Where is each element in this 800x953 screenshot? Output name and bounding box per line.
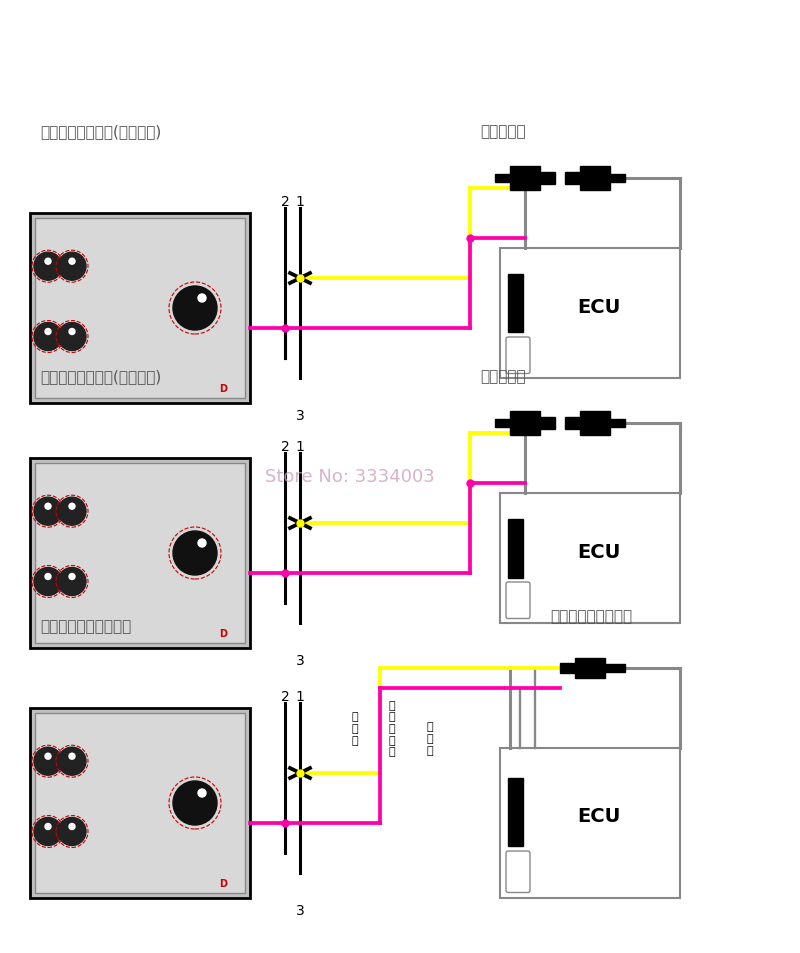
Bar — [500, 748, 680, 898]
Text: D: D — [219, 383, 228, 394]
Circle shape — [34, 497, 62, 526]
Text: 2: 2 — [281, 689, 290, 703]
Bar — [35, 219, 245, 398]
Bar — [580, 167, 610, 191]
Bar — [610, 419, 625, 428]
Bar — [35, 713, 245, 893]
Bar — [580, 412, 610, 436]
Bar — [540, 417, 555, 430]
Circle shape — [34, 568, 62, 596]
Circle shape — [198, 294, 206, 303]
Bar — [510, 167, 540, 191]
Bar — [30, 708, 250, 898]
Text: 3: 3 — [296, 409, 304, 422]
Bar — [540, 172, 555, 185]
Circle shape — [173, 781, 217, 825]
Circle shape — [198, 539, 206, 547]
Circle shape — [58, 568, 86, 596]
Circle shape — [58, 747, 86, 776]
Text: ECU: ECU — [578, 542, 621, 561]
Circle shape — [69, 823, 75, 830]
Bar — [560, 663, 575, 673]
Text: 进气压力传感器插头: 进气压力传感器插头 — [550, 608, 632, 623]
Text: 1: 1 — [295, 194, 305, 209]
Circle shape — [69, 574, 75, 579]
Bar — [30, 213, 250, 403]
Bar — [565, 417, 580, 430]
Circle shape — [58, 323, 86, 351]
Text: 模拟分压信号类传感器: 模拟分压信号类传感器 — [40, 618, 131, 634]
Circle shape — [45, 574, 51, 579]
Bar — [508, 519, 523, 578]
Bar — [495, 174, 510, 183]
FancyBboxPatch shape — [506, 851, 530, 893]
Text: 水温传感器: 水温传感器 — [480, 369, 526, 384]
Circle shape — [173, 532, 217, 576]
Circle shape — [69, 259, 75, 265]
Bar — [565, 172, 580, 185]
Bar — [30, 458, 250, 648]
Bar — [510, 412, 540, 436]
Text: D: D — [219, 628, 228, 639]
Bar — [500, 249, 680, 378]
Text: 1: 1 — [295, 439, 305, 454]
Circle shape — [34, 253, 62, 281]
Text: 1: 1 — [295, 689, 305, 703]
Circle shape — [69, 754, 75, 760]
Bar — [500, 494, 680, 623]
Circle shape — [45, 329, 51, 335]
Text: 2: 2 — [281, 439, 290, 454]
FancyBboxPatch shape — [506, 337, 530, 375]
Text: 接
地
线: 接 地 线 — [352, 712, 358, 745]
Bar — [605, 664, 625, 672]
Text: 模拟温度类传感器(串联解法): 模拟温度类传感器(串联解法) — [40, 369, 162, 384]
Text: 电
源
线: 电 源 线 — [426, 721, 434, 755]
Text: 模拟温度类传感器(并联解法): 模拟温度类传感器(并联解法) — [40, 124, 162, 139]
Circle shape — [45, 259, 51, 265]
Text: 3: 3 — [296, 903, 304, 917]
Text: 水温传感器: 水温传感器 — [480, 124, 526, 139]
Circle shape — [45, 504, 51, 510]
Text: 压
力
信
号
线: 压 力 信 号 线 — [389, 700, 395, 757]
Text: Store No: 3334003: Store No: 3334003 — [265, 468, 435, 485]
Text: 3: 3 — [296, 654, 304, 667]
Bar — [508, 779, 523, 845]
Circle shape — [34, 747, 62, 776]
Bar — [575, 659, 605, 679]
Circle shape — [58, 253, 86, 281]
Circle shape — [45, 823, 51, 830]
Circle shape — [58, 497, 86, 526]
Bar — [610, 174, 625, 183]
FancyBboxPatch shape — [506, 582, 530, 618]
Text: ECU: ECU — [578, 806, 621, 825]
Circle shape — [198, 789, 206, 797]
Circle shape — [45, 754, 51, 760]
Circle shape — [173, 287, 217, 331]
Circle shape — [69, 329, 75, 335]
Circle shape — [69, 504, 75, 510]
Circle shape — [34, 323, 62, 351]
Text: ECU: ECU — [578, 297, 621, 316]
Bar — [508, 274, 523, 334]
Text: D: D — [219, 878, 228, 888]
Circle shape — [34, 818, 62, 845]
Circle shape — [58, 818, 86, 845]
Bar — [495, 419, 510, 428]
Text: 2: 2 — [281, 194, 290, 209]
Bar — [35, 463, 245, 643]
